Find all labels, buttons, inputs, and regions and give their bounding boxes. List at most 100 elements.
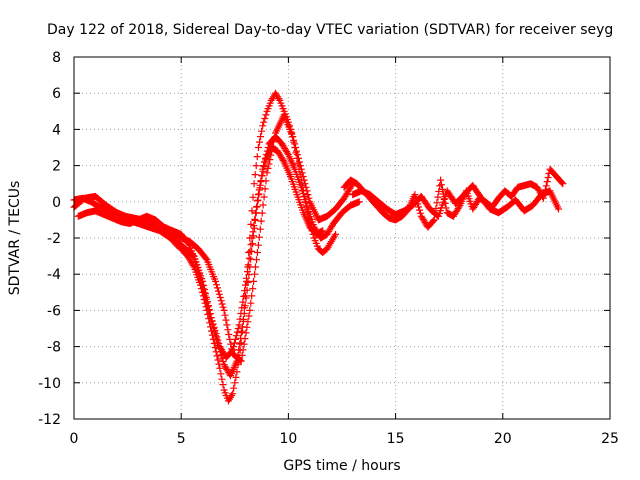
data-point bbox=[237, 357, 245, 365]
data-point bbox=[239, 346, 247, 354]
data-point bbox=[265, 160, 273, 168]
data-point bbox=[241, 287, 249, 295]
data-point bbox=[255, 186, 263, 194]
data-series bbox=[169, 111, 357, 365]
data-point bbox=[256, 181, 264, 189]
data-point bbox=[260, 118, 268, 126]
data-point bbox=[246, 247, 254, 255]
data-point bbox=[302, 199, 310, 207]
data-point bbox=[294, 154, 302, 162]
data-point bbox=[298, 169, 306, 177]
data-point bbox=[252, 209, 260, 217]
data-point bbox=[219, 358, 227, 365]
data-point bbox=[239, 298, 247, 306]
data-point bbox=[213, 281, 220, 289]
data-point bbox=[257, 133, 264, 141]
data-point bbox=[284, 149, 291, 157]
data-point bbox=[250, 222, 258, 230]
data-point bbox=[259, 167, 267, 175]
data-point bbox=[264, 164, 272, 172]
data-point bbox=[248, 234, 256, 242]
data-point bbox=[238, 304, 246, 312]
data-point bbox=[251, 215, 259, 223]
data-point bbox=[214, 356, 222, 364]
data-point bbox=[415, 203, 423, 211]
data-point bbox=[232, 332, 240, 340]
data-point bbox=[302, 183, 310, 191]
data-point bbox=[252, 263, 259, 271]
x-tick-label: 20 bbox=[494, 431, 512, 447]
data-point bbox=[219, 303, 227, 311]
data-point bbox=[559, 180, 567, 188]
data-point bbox=[256, 138, 263, 146]
data-point bbox=[300, 193, 308, 201]
data-point bbox=[207, 314, 215, 322]
data-point bbox=[254, 144, 262, 151]
x-tick-label: 10 bbox=[279, 431, 297, 447]
data-point bbox=[257, 217, 265, 225]
y-tick-label: 0 bbox=[52, 195, 61, 211]
data-point bbox=[253, 153, 261, 161]
y-tick-label: -12 bbox=[38, 412, 61, 428]
data-point bbox=[293, 147, 300, 155]
data-point bbox=[270, 138, 278, 146]
y-tick-label: -2 bbox=[47, 231, 61, 247]
data-point bbox=[256, 225, 264, 233]
data-point bbox=[236, 356, 244, 364]
data-point bbox=[249, 285, 257, 293]
data-point bbox=[208, 317, 216, 325]
data-point bbox=[227, 340, 235, 348]
data-point bbox=[223, 321, 231, 329]
data-point bbox=[259, 122, 267, 130]
data-point bbox=[219, 381, 227, 389]
data-point bbox=[295, 158, 303, 166]
y-tick-label: 6 bbox=[52, 86, 61, 102]
data-point bbox=[434, 193, 442, 201]
data-point bbox=[242, 274, 250, 282]
data-point bbox=[216, 294, 224, 301]
data-point bbox=[220, 306, 228, 314]
data-point bbox=[319, 227, 327, 235]
data-point bbox=[262, 111, 270, 119]
data-point bbox=[416, 209, 424, 217]
data-point bbox=[289, 133, 297, 141]
data-point bbox=[411, 191, 419, 199]
data-point bbox=[304, 191, 312, 199]
data-point bbox=[303, 187, 311, 195]
data-point bbox=[226, 335, 234, 343]
data-point bbox=[258, 209, 266, 217]
data-point bbox=[244, 261, 252, 269]
data-point bbox=[255, 233, 263, 241]
grid bbox=[74, 57, 610, 419]
data-point bbox=[258, 172, 266, 180]
data-point bbox=[297, 165, 305, 173]
data-point bbox=[221, 311, 229, 319]
data-point bbox=[199, 277, 207, 285]
data-point bbox=[200, 282, 208, 289]
data-point bbox=[242, 329, 250, 337]
data-point bbox=[249, 193, 257, 201]
data-point bbox=[290, 136, 298, 144]
data-points bbox=[70, 89, 567, 405]
data-point bbox=[258, 127, 266, 135]
data-point bbox=[250, 180, 258, 188]
data-point bbox=[242, 281, 249, 289]
data-point bbox=[292, 144, 299, 151]
data-point bbox=[266, 156, 274, 164]
data-point bbox=[247, 299, 255, 307]
data-point bbox=[233, 328, 241, 336]
data-point bbox=[332, 230, 340, 238]
data-point bbox=[215, 339, 223, 347]
data-point bbox=[244, 318, 252, 326]
data-point bbox=[228, 345, 236, 353]
data-point bbox=[248, 207, 256, 215]
data-point bbox=[259, 201, 267, 209]
data-point bbox=[291, 140, 299, 148]
data-point bbox=[294, 151, 301, 159]
data-point bbox=[439, 185, 446, 193]
data-series bbox=[349, 182, 562, 220]
y-tick-label: -4 bbox=[47, 267, 61, 283]
data-point bbox=[301, 180, 309, 188]
data-point bbox=[235, 321, 243, 329]
data-point bbox=[212, 277, 219, 285]
